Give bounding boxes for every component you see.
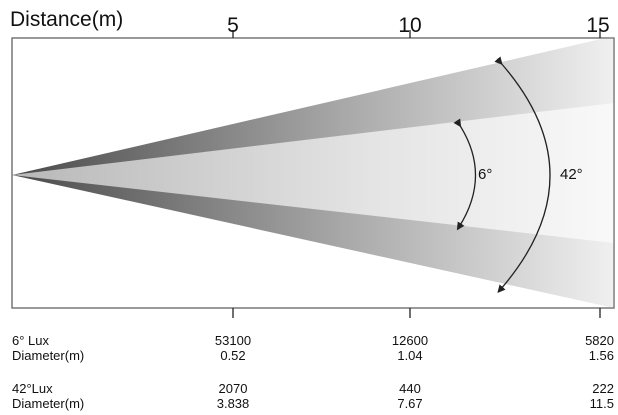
beam-6-arc (453, 118, 477, 231)
beam-42-angle-label: 42° (560, 166, 583, 183)
row-label-6-diameter: Diameter(m) (12, 348, 85, 363)
value-42-diameter-15m: 11.5 (589, 396, 614, 411)
axis-title: Distance(m) (10, 8, 124, 31)
row-label-6-lux: 6° Lux (12, 333, 50, 348)
tick-label-5: 5 (227, 14, 239, 37)
tick-label-10: 10 (398, 14, 422, 37)
value-42-lux-10m: 440 (399, 381, 421, 396)
value-6-lux-10m: 12600 (391, 333, 429, 348)
row-label-42-lux: 42°Lux (12, 381, 53, 396)
value-42-diameter-5m: 3.838 (216, 396, 250, 411)
value-6-lux-15m: 5820 (585, 333, 614, 348)
value-42-diameter-10m: 7.67 (397, 396, 423, 411)
value-6-diameter-10m: 1.04 (397, 348, 423, 363)
tick-label-15: 15 (586, 14, 610, 37)
value-6-lux-5m: 53100 (214, 333, 252, 348)
value-6-diameter-15m: 1.56 (588, 348, 614, 363)
value-6-diameter-5m: 0.52 (220, 348, 246, 363)
row-label-42-diameter: Diameter(m) (12, 396, 85, 411)
value-42-lux-5m: 2070 (218, 381, 248, 396)
beam-42-arc (494, 56, 551, 294)
value-42-lux-15m: 222 (592, 381, 614, 396)
beam-6-angle-label: 6° (478, 166, 493, 183)
